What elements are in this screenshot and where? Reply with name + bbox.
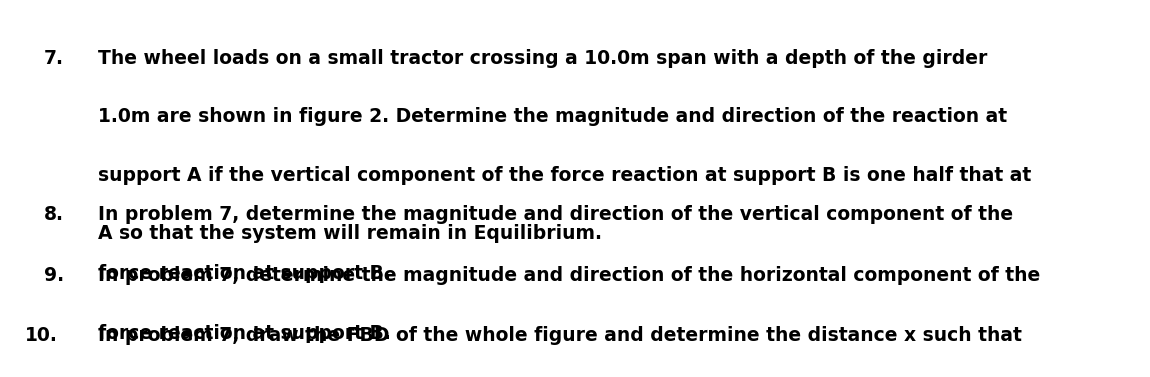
Text: force reaction at support B.: force reaction at support B. [98,324,391,343]
Text: In problem 7, draw the FBD of the whole figure and determine the distance x such: In problem 7, draw the FBD of the whole … [98,326,1021,345]
Text: 10.: 10. [25,326,59,345]
Text: support A if the vertical component of the force reaction at support B is one ha: support A if the vertical component of t… [98,166,1032,185]
Text: The wheel loads on a small tractor crossing a 10.0m span with a depth of the gir: The wheel loads on a small tractor cross… [98,49,987,68]
Text: 8.: 8. [44,205,63,224]
Text: force reaction at support B.: force reaction at support B. [98,264,391,283]
Text: 1.0m are shown in figure 2. Determine the magnitude and direction of the reactio: 1.0m are shown in figure 2. Determine th… [98,107,1007,126]
Text: 9.: 9. [44,266,64,285]
Text: In problem 7, determine the magnitude and direction of the horizontal component : In problem 7, determine the magnitude an… [98,266,1040,285]
Text: A so that the system will remain in Equilibrium.: A so that the system will remain in Equi… [98,224,601,243]
Text: In problem 7, determine the magnitude and direction of the vertical component of: In problem 7, determine the magnitude an… [98,205,1013,224]
Text: 7.: 7. [44,49,63,68]
